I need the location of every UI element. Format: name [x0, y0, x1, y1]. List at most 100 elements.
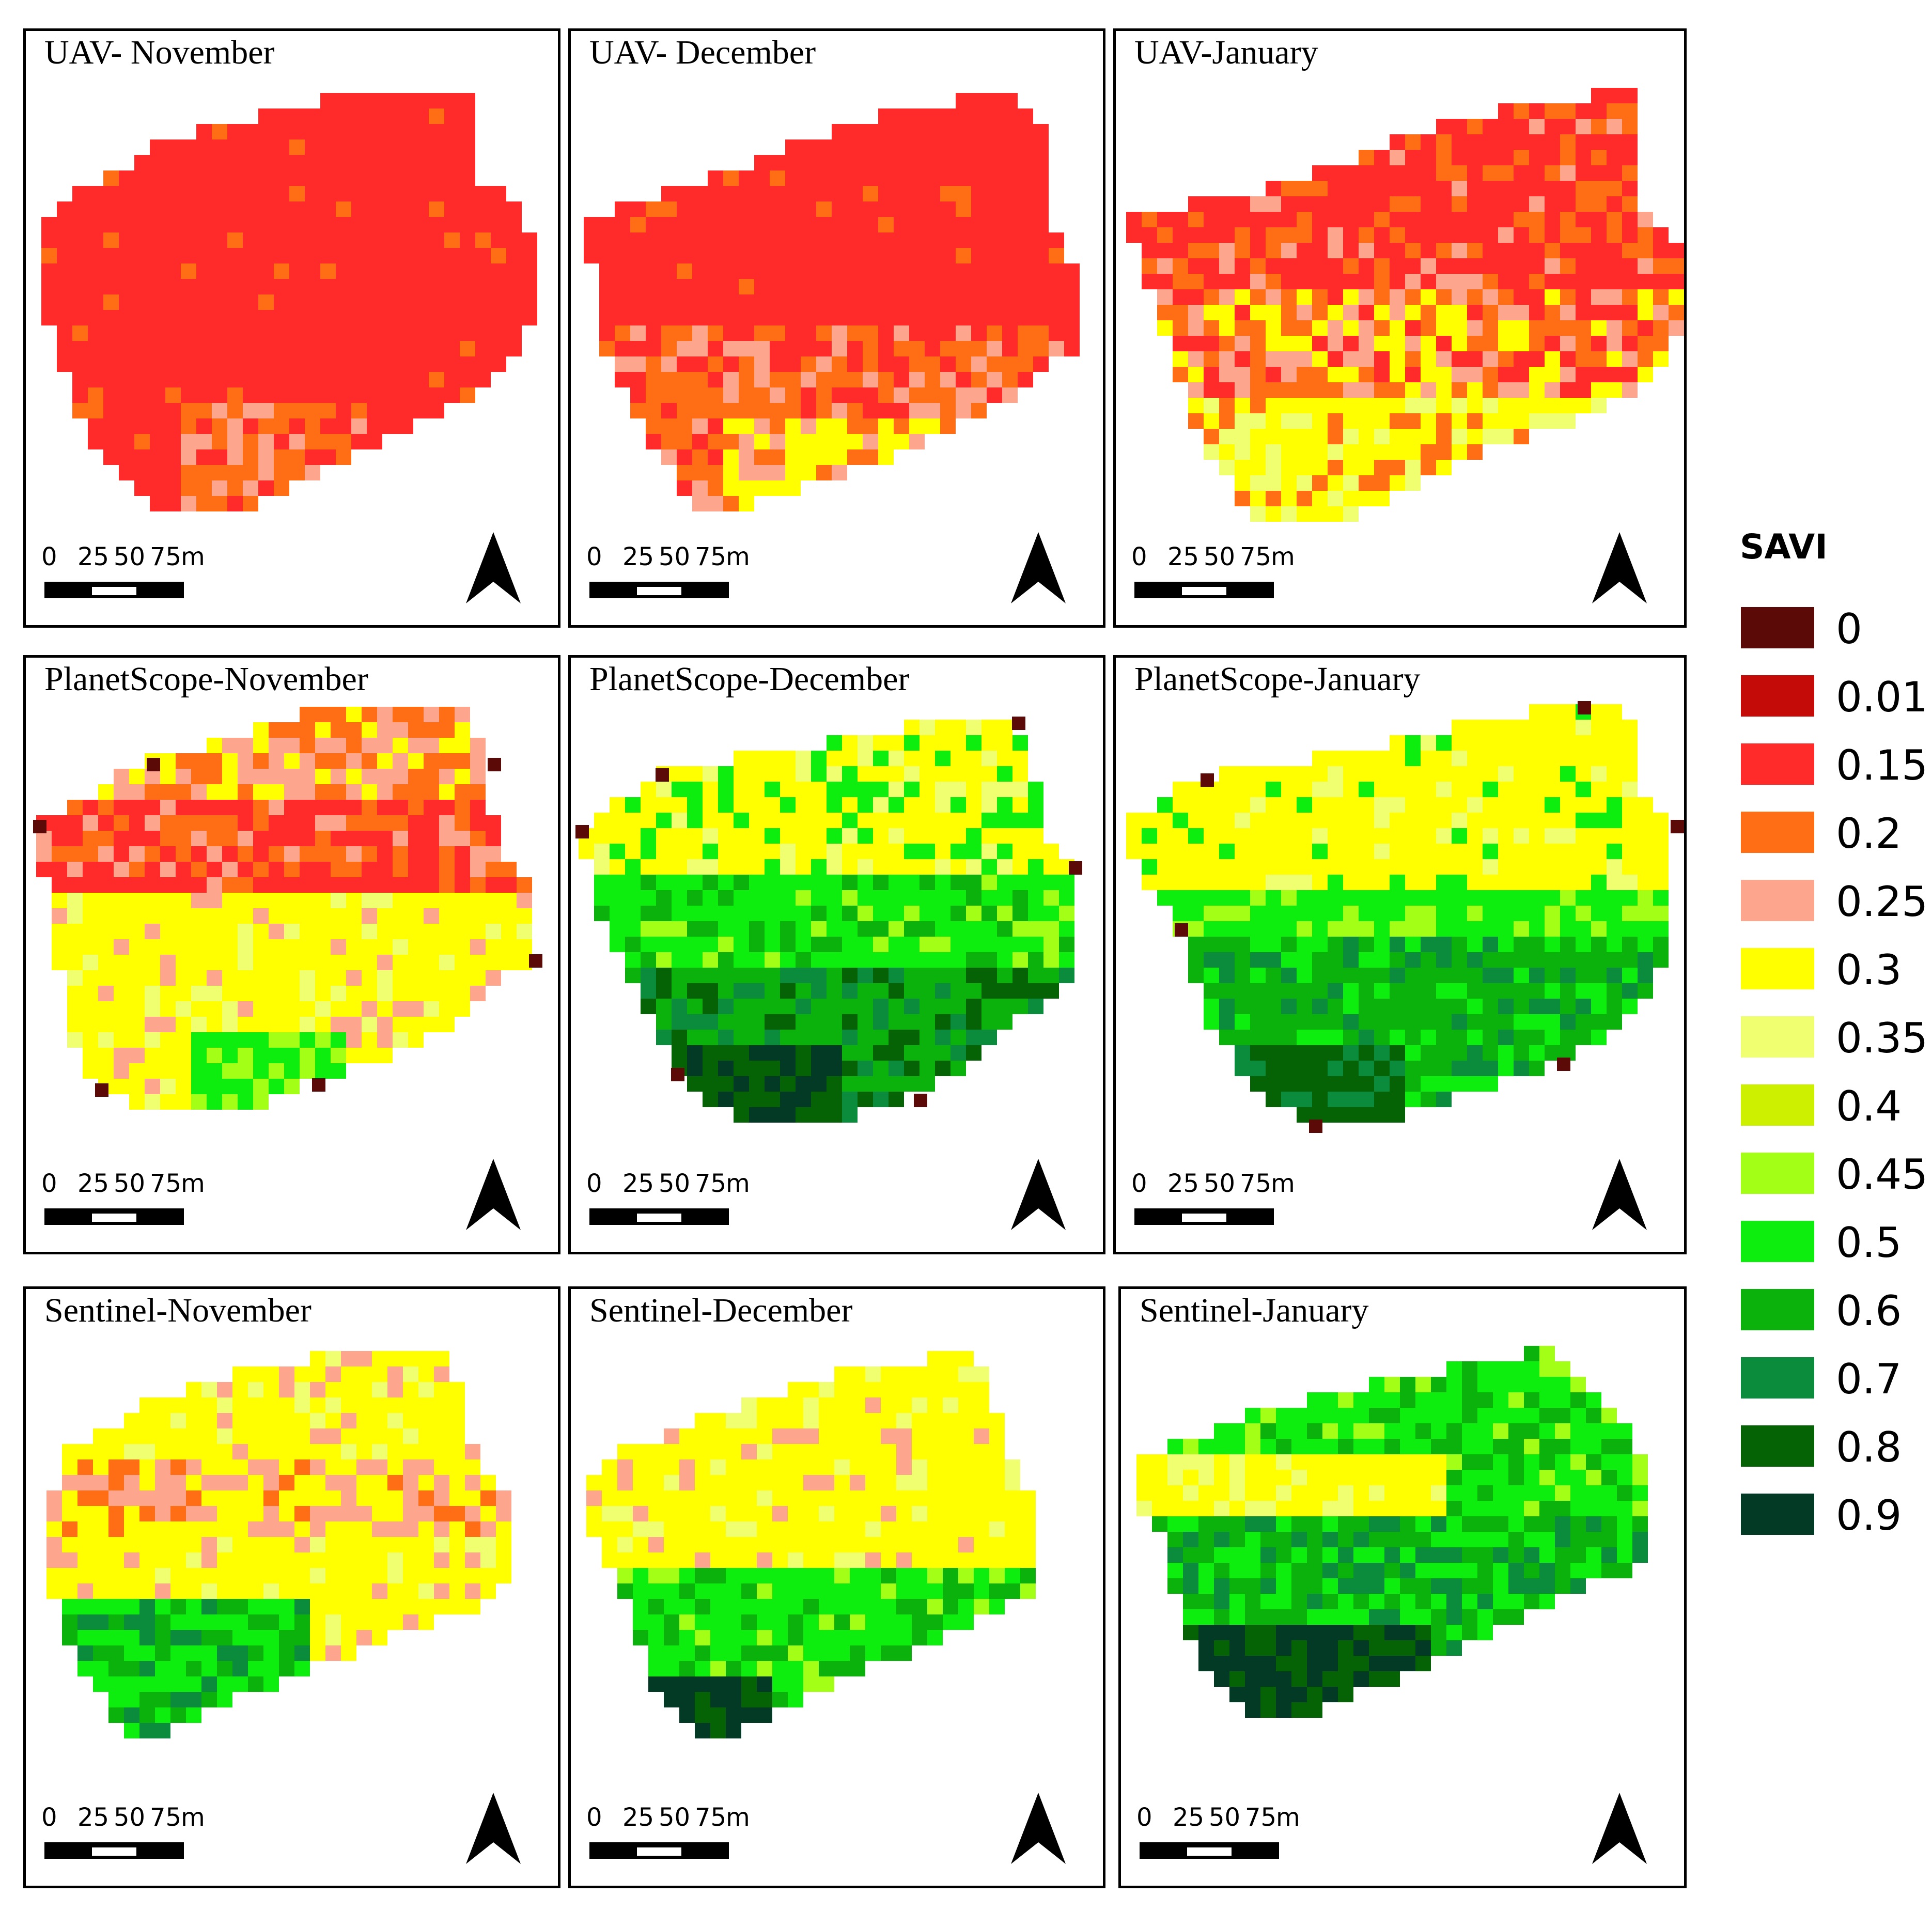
savi-pixel	[387, 1366, 403, 1382]
savi-pixel	[672, 890, 687, 906]
savi-pixel	[160, 893, 176, 908]
savi-pixel	[1281, 444, 1297, 460]
savi-pixel	[1374, 367, 1390, 382]
savi-pixel	[67, 1017, 83, 1032]
savi-pixel	[139, 1490, 155, 1506]
savi-pixel	[909, 201, 925, 217]
savi-pixel	[1498, 813, 1514, 828]
savi-pixel	[1390, 890, 1405, 906]
savi-pixel	[139, 1413, 155, 1428]
savi-pixel	[475, 372, 491, 387]
savi-pixel	[1483, 258, 1498, 274]
savi-pixel	[819, 1645, 834, 1661]
savi-pixel	[367, 248, 382, 263]
savi-pixel	[1343, 782, 1359, 797]
savi-pixel	[912, 1599, 927, 1614]
savi-pixel	[1545, 150, 1560, 165]
savi-pixel	[625, 859, 641, 875]
savi-pixel	[227, 248, 243, 263]
savi-pixel	[780, 1092, 796, 1107]
savi-pixel	[1359, 859, 1374, 875]
savi-pixel	[863, 341, 878, 356]
savi-pixel	[139, 1459, 155, 1475]
savi-pixel	[594, 875, 610, 890]
savi-pixel	[749, 983, 765, 999]
savi-pixel	[465, 1583, 480, 1599]
savi-pixel	[739, 356, 754, 372]
savi-pixel	[186, 1521, 201, 1537]
savi-pixel	[119, 263, 134, 279]
savi-pixel	[801, 170, 816, 186]
savi-pixel	[703, 1030, 718, 1045]
savi-pixel	[832, 232, 847, 248]
savi-pixel	[351, 356, 367, 372]
savi-pixel	[258, 480, 274, 496]
savi-pixel	[46, 1583, 62, 1599]
savi-pixel	[284, 1079, 300, 1094]
savi-pixel	[289, 139, 305, 155]
savi-pixel	[424, 753, 439, 769]
savi-pixel	[780, 890, 796, 906]
savi-pixel	[57, 325, 72, 341]
savi-pixel	[289, 108, 305, 124]
savi-pixel	[1514, 968, 1529, 983]
savi-pixel	[894, 124, 909, 139]
savi-pixel	[803, 1490, 819, 1506]
savi-pixel	[434, 1583, 449, 1599]
savi-pixel	[1281, 1045, 1297, 1061]
savi-pixel	[232, 1506, 248, 1521]
savi-pixel	[455, 800, 470, 815]
scale-tick-label: 75	[695, 542, 727, 571]
savi-pixel	[289, 294, 305, 310]
savi-pixel	[176, 846, 191, 862]
savi-pixel	[243, 217, 258, 232]
savi-pixel	[470, 955, 486, 970]
savi-pixel	[785, 155, 801, 170]
scale-bar-graphic	[1134, 1208, 1274, 1225]
savi-pixel	[842, 766, 858, 782]
savi-pixel	[1328, 444, 1343, 460]
savi-pixel	[943, 1614, 958, 1630]
savi-pixel	[139, 1568, 155, 1583]
savi-pixel	[263, 1568, 279, 1583]
savi-pixel	[1576, 875, 1591, 890]
savi-pixel	[315, 846, 331, 862]
savi-pixel	[718, 890, 734, 906]
savi-pixel	[1390, 429, 1405, 444]
savi-pixel	[176, 815, 191, 831]
map-panel-uav-january: UAV-January 0 25 50 75 m	[1113, 28, 1687, 628]
savi-pixel	[1033, 356, 1049, 372]
savi-pixel	[1359, 1061, 1374, 1076]
savi-pixel	[227, 294, 243, 310]
savi-pixel	[889, 999, 904, 1014]
savi-pixel	[429, 372, 444, 387]
savi-pixel	[677, 279, 692, 294]
panel-title: Sentinel-November	[44, 1292, 311, 1329]
savi-pixel	[1297, 196, 1312, 212]
savi-pixel	[630, 310, 646, 325]
savi-pixel	[909, 248, 925, 263]
savi-pixel	[863, 248, 878, 263]
savi-pixel	[1498, 150, 1514, 165]
savi-pixel	[718, 797, 734, 813]
savi-pixel	[718, 999, 734, 1014]
savi-pixel	[958, 1413, 974, 1428]
savi-pixel	[703, 952, 718, 968]
savi-pixel	[1033, 139, 1049, 155]
savi-pixel	[403, 1413, 418, 1428]
savi-pixel	[1005, 1506, 1020, 1521]
savi-pixel	[300, 846, 315, 862]
savi-pixel	[258, 124, 274, 139]
savi-pixel	[1235, 212, 1250, 227]
savi-pixel	[305, 418, 320, 434]
savi-pixel	[927, 1382, 943, 1397]
savi-pixel	[679, 1707, 695, 1723]
savi-pixel	[734, 751, 749, 766]
savi-pixel	[331, 831, 346, 846]
panel-title: UAV-January	[1134, 34, 1318, 71]
savi-pixel	[1235, 196, 1250, 212]
savi-pixel	[1343, 274, 1359, 289]
savi-pixel	[372, 1382, 387, 1397]
savi-pixel	[858, 735, 873, 751]
savi-pixel	[734, 828, 749, 844]
